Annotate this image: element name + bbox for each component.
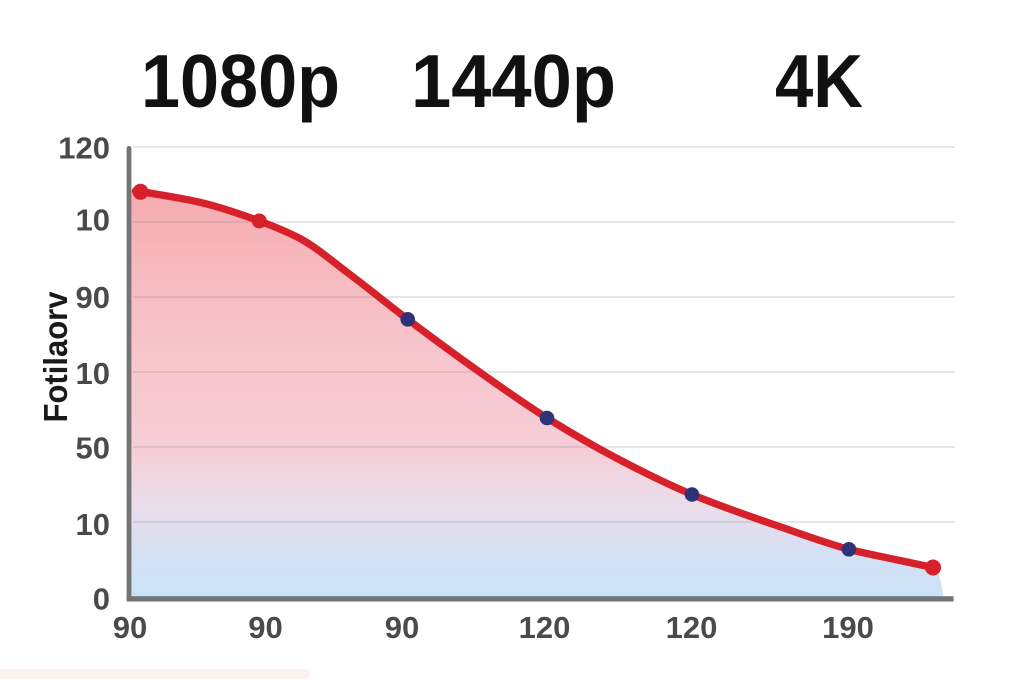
- svg-text:10: 10: [76, 202, 110, 237]
- svg-text:90: 90: [113, 610, 147, 645]
- svg-text:0: 0: [93, 582, 110, 617]
- svg-text:90: 90: [76, 280, 110, 315]
- svg-text:1080p: 1080p: [141, 39, 340, 123]
- svg-text:120: 120: [519, 610, 571, 645]
- svg-text:90: 90: [248, 610, 282, 645]
- svg-text:4K: 4K: [775, 39, 863, 123]
- svg-text:10: 10: [76, 356, 110, 391]
- svg-text:1440p: 1440p: [411, 39, 616, 123]
- svg-text:50: 50: [76, 431, 110, 466]
- svg-text:190: 190: [822, 610, 874, 645]
- svg-text:10: 10: [76, 507, 110, 542]
- svg-text:90: 90: [385, 610, 419, 645]
- svg-text:120: 120: [666, 610, 718, 645]
- svg-text:120: 120: [58, 131, 110, 166]
- svg-text:Fotilaorv: Fotilaorv: [37, 291, 74, 423]
